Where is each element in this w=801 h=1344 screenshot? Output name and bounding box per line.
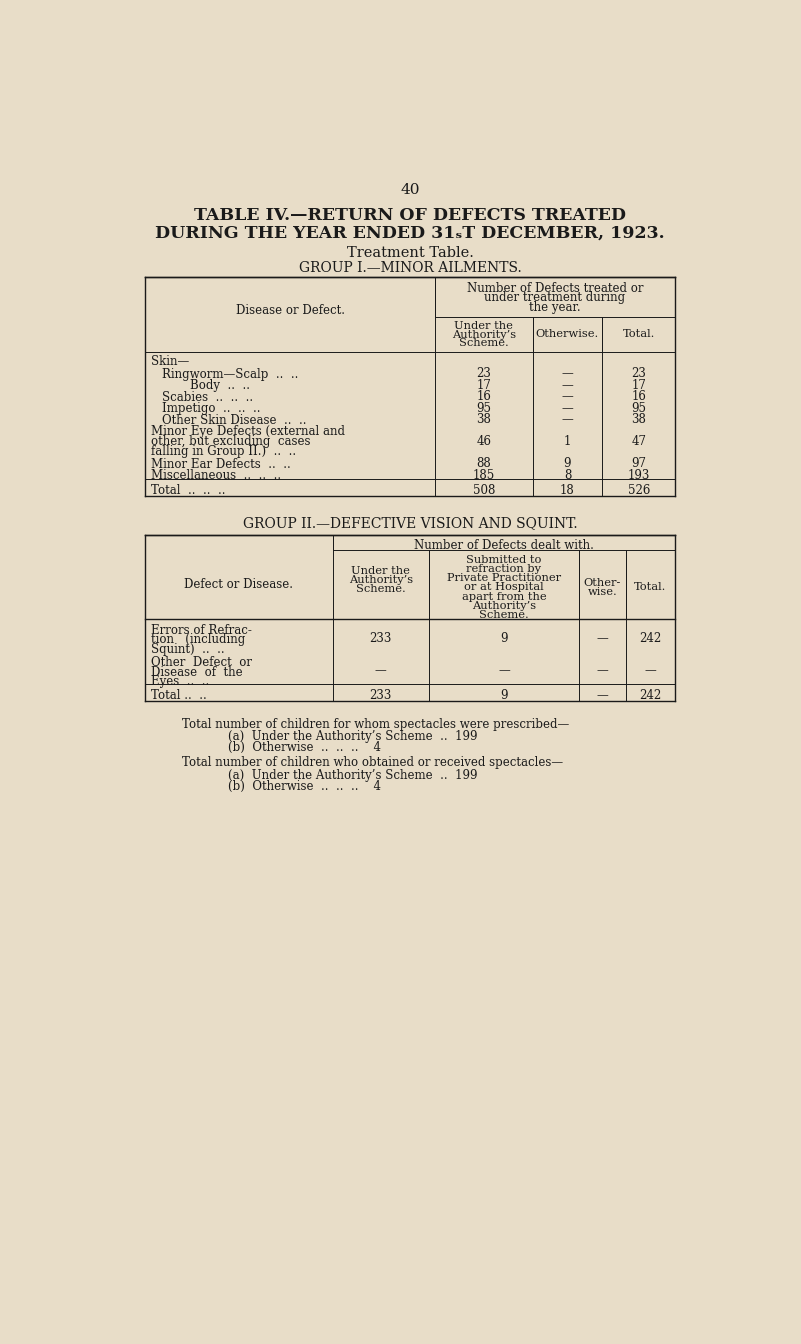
Text: 95: 95: [477, 402, 491, 415]
Text: —: —: [562, 379, 574, 392]
Text: Scabies  ..  ..  ..: Scabies .. .. ..: [162, 391, 253, 403]
Text: Skin—: Skin—: [151, 355, 190, 368]
Text: —: —: [375, 664, 387, 677]
Text: 23: 23: [477, 367, 491, 380]
Text: Ringworm—Scalp  ..  ..: Ringworm—Scalp .. ..: [162, 368, 299, 380]
Text: (a)  Under the Authority’s Scheme  ..  199: (a) Under the Authority’s Scheme .. 199: [228, 769, 477, 782]
Text: 1: 1: [564, 435, 571, 449]
Text: GROUP I.—MINOR AILMENTS.: GROUP I.—MINOR AILMENTS.: [299, 261, 521, 276]
Text: 9: 9: [564, 457, 571, 470]
Text: 88: 88: [477, 457, 491, 470]
Text: 46: 46: [477, 435, 491, 449]
Text: Eyes  ..  ..: Eyes .. ..: [151, 675, 210, 688]
Text: under treatment during: under treatment during: [485, 292, 626, 304]
Text: apart from the: apart from the: [461, 591, 546, 602]
Text: 38: 38: [631, 414, 646, 426]
Text: Treatment Table.: Treatment Table.: [347, 246, 473, 259]
Text: 47: 47: [631, 435, 646, 449]
Text: Otherwise.: Otherwise.: [536, 329, 599, 339]
Text: the year.: the year.: [529, 301, 581, 313]
Text: other, but excluding  cases: other, but excluding cases: [151, 435, 311, 448]
Text: 95: 95: [631, 402, 646, 415]
Text: 9: 9: [500, 632, 508, 645]
Text: Impetigo  ..  ..  ..: Impetigo .. .. ..: [162, 402, 260, 415]
Text: Under the: Under the: [454, 321, 513, 332]
Text: Miscellaneous  ..  ..  ..: Miscellaneous .. .. ..: [151, 469, 281, 482]
Text: Number of Defects dealt with.: Number of Defects dealt with.: [414, 539, 594, 551]
Text: 508: 508: [473, 484, 495, 497]
Text: —: —: [562, 414, 574, 426]
Text: 18: 18: [560, 484, 575, 497]
Text: Other  Defect  or: Other Defect or: [151, 656, 252, 669]
Text: 9: 9: [500, 688, 508, 702]
Text: 242: 242: [639, 632, 662, 645]
Text: 233: 233: [369, 688, 392, 702]
Text: —: —: [597, 688, 608, 702]
Text: 233: 233: [369, 632, 392, 645]
Text: Total number of children for whom spectacles were prescribed—: Total number of children for whom specta…: [183, 718, 570, 731]
Text: Authority’s: Authority’s: [348, 575, 413, 585]
Text: Scheme.: Scheme.: [459, 339, 509, 348]
Text: (b)  Otherwise  ..  ..  ..    4: (b) Otherwise .. .. .. 4: [228, 741, 381, 754]
Text: wise.: wise.: [587, 587, 618, 597]
Text: Other-: Other-: [584, 578, 621, 587]
Text: Total.: Total.: [634, 582, 666, 593]
Text: 17: 17: [631, 379, 646, 392]
Text: 185: 185: [473, 469, 495, 482]
Text: Number of Defects treated or: Number of Defects treated or: [467, 282, 643, 296]
Text: (a)  Under the Authority’s Scheme  ..  199: (a) Under the Authority’s Scheme .. 199: [228, 730, 477, 743]
Text: Authority’s: Authority’s: [472, 601, 536, 612]
Text: Body  ..  ..: Body .. ..: [190, 379, 250, 392]
Text: Submitted to: Submitted to: [466, 555, 541, 564]
Text: Defect or Disease.: Defect or Disease.: [184, 578, 293, 591]
Text: (b)  Otherwise  ..  ..  ..    4: (b) Otherwise .. .. .. 4: [228, 780, 381, 793]
Text: Total  ..  ..  ..: Total .. .. ..: [151, 484, 226, 497]
Text: 16: 16: [631, 390, 646, 403]
Text: —: —: [562, 402, 574, 415]
Text: Scheme.: Scheme.: [356, 585, 405, 594]
Text: 526: 526: [627, 484, 650, 497]
Text: GROUP II.—DEFECTIVE VISION AND SQUINT.: GROUP II.—DEFECTIVE VISION AND SQUINT.: [243, 516, 578, 531]
Text: 23: 23: [631, 367, 646, 380]
Text: tion   (including: tion (including: [151, 633, 246, 646]
Text: Disease or Defect.: Disease or Defect.: [235, 304, 344, 317]
Text: —: —: [562, 390, 574, 403]
Text: Authority’s: Authority’s: [452, 329, 516, 340]
Text: Other Skin Disease  ..  ..: Other Skin Disease .. ..: [162, 414, 307, 427]
Text: 17: 17: [477, 379, 491, 392]
Text: TABLE IV.—RETURN OF DEFECTS TREATED: TABLE IV.—RETURN OF DEFECTS TREATED: [194, 207, 626, 224]
Text: —: —: [498, 664, 509, 677]
Text: Errors of Refrac-: Errors of Refrac-: [151, 624, 252, 637]
Text: Scheme.: Scheme.: [479, 610, 529, 620]
Text: Total.: Total.: [622, 329, 655, 339]
Text: —: —: [645, 664, 656, 677]
Text: 16: 16: [477, 390, 491, 403]
Text: Squint)  ..  ..: Squint) .. ..: [151, 642, 225, 656]
Text: —: —: [562, 367, 574, 380]
Text: Minor Eye Defects (external and: Minor Eye Defects (external and: [151, 426, 345, 438]
Text: 38: 38: [477, 414, 491, 426]
Text: DURING THE YEAR ENDED 31ₛT DECEMBER, 1923.: DURING THE YEAR ENDED 31ₛT DECEMBER, 192…: [155, 224, 665, 242]
Text: Disease  of  the: Disease of the: [151, 665, 243, 679]
Text: or at Hospital: or at Hospital: [464, 582, 544, 593]
Text: —: —: [597, 664, 608, 677]
Text: Private Practitioner: Private Practitioner: [447, 574, 561, 583]
Text: 97: 97: [631, 457, 646, 470]
Text: Total ..  ..: Total .. ..: [151, 688, 207, 702]
Text: 242: 242: [639, 688, 662, 702]
Text: Minor Ear Defects  ..  ..: Minor Ear Defects .. ..: [151, 458, 291, 470]
Text: 40: 40: [400, 183, 420, 196]
Text: —: —: [597, 632, 608, 645]
Text: refraction by: refraction by: [466, 564, 541, 574]
Text: 8: 8: [564, 469, 571, 482]
Text: Total number of children who obtained or received spectacles—: Total number of children who obtained or…: [183, 757, 563, 770]
Text: Under the: Under the: [351, 566, 410, 575]
Text: falling in Group II.)  ..  ..: falling in Group II.) .. ..: [151, 445, 296, 458]
Text: 193: 193: [627, 469, 650, 482]
